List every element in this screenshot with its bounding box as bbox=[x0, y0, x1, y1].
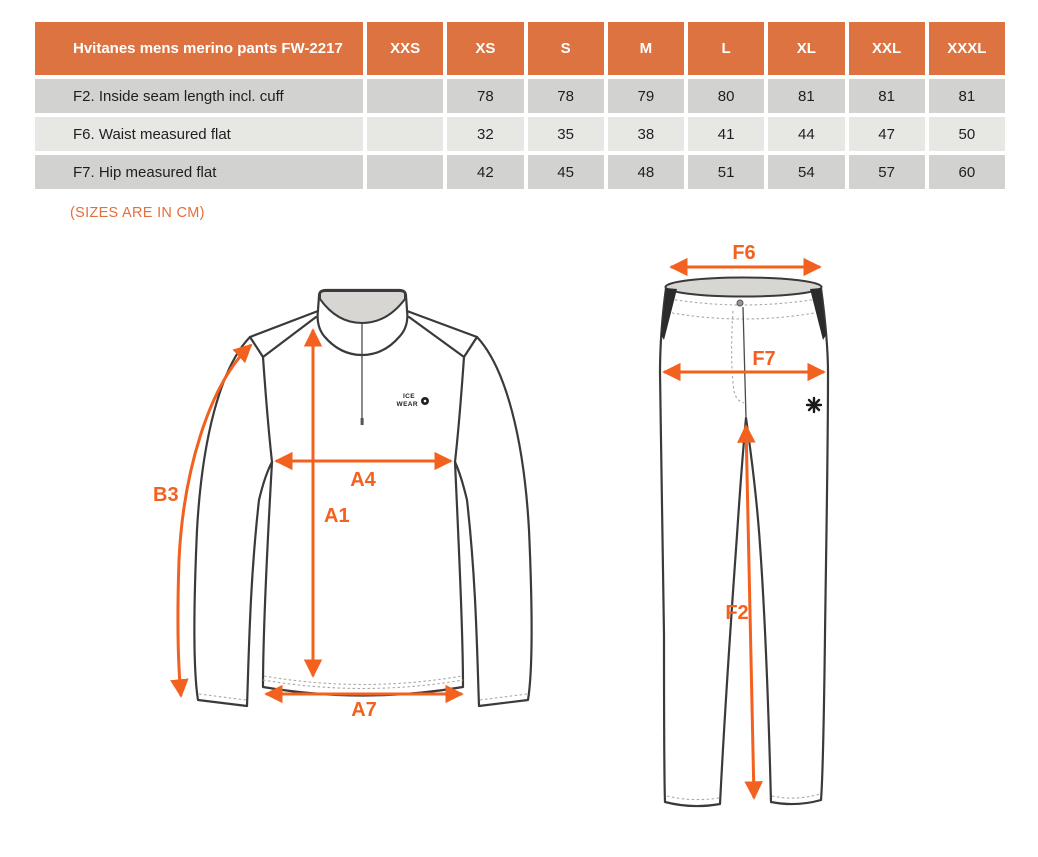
measure-arrow-b3 bbox=[170, 343, 253, 698]
shirt-hem-stitching-2 bbox=[263, 675, 463, 686]
pants-outline bbox=[658, 286, 830, 808]
pants-measurement-diagram: F6 F7 F2 bbox=[658, 245, 830, 808]
icewear-logo-gear-center bbox=[423, 399, 427, 403]
shirt-right-raglan-seam bbox=[453, 355, 466, 464]
shirt-left-sleeve-outline bbox=[193, 335, 274, 708]
pants-fly-stitching bbox=[731, 310, 745, 404]
size-value-l: 80 bbox=[688, 79, 765, 113]
measure-label-f2: F2 bbox=[725, 602, 748, 624]
size-column-header-m: M bbox=[607, 22, 684, 75]
size-column-header-xl: XL bbox=[768, 22, 845, 75]
size-value-xs: 32 bbox=[447, 117, 524, 151]
measure-label-f7: F7 bbox=[752, 348, 775, 370]
shirt-right-yoke-panel bbox=[407, 315, 479, 359]
measure-arrow-f2 bbox=[737, 424, 763, 800]
size-value-s: 35 bbox=[527, 117, 604, 151]
size-value-xl: 54 bbox=[768, 155, 845, 189]
pants-left-pocket-opening bbox=[661, 288, 677, 340]
size-table: Hvitanes mens merino pants FW-2217 XXS XS S… bbox=[35, 22, 1005, 189]
shirt-left-yoke-panel bbox=[248, 315, 318, 359]
shirt-right-shoulder-seam bbox=[405, 309, 479, 339]
measurement-row-label: F6. Waist measured flat bbox=[35, 117, 363, 151]
shirt-collar-outline bbox=[316, 288, 409, 357]
size-value-m: 38 bbox=[607, 117, 684, 151]
pants-waistband-stitching-top bbox=[669, 298, 818, 306]
shirt-right-cuff-stitching bbox=[479, 693, 528, 701]
pants-left-hem-stitching bbox=[666, 795, 720, 801]
size-column-header-xxl: XXL bbox=[848, 22, 925, 75]
shirt-left-cuff-stitching bbox=[198, 693, 247, 701]
size-column-header-xxs: XXS bbox=[367, 22, 444, 75]
pants-waist-button bbox=[736, 299, 744, 307]
measure-label-f6: F6 bbox=[732, 245, 755, 264]
size-value-xl: 81 bbox=[768, 79, 845, 113]
shirt-zipper-pull bbox=[360, 418, 364, 425]
shirt-right-sleeve-outline bbox=[453, 335, 533, 708]
shirt-left-raglan-seam bbox=[261, 355, 274, 464]
units-note: (SIZES ARE IN CM) bbox=[70, 205, 205, 221]
shirt-hem-stitching bbox=[262, 679, 464, 690]
size-value-m: 48 bbox=[607, 155, 684, 189]
icewear-snowflake-icon bbox=[805, 396, 823, 414]
size-value-m: 79 bbox=[607, 79, 684, 113]
size-value-xxxl: 81 bbox=[928, 79, 1005, 113]
size-value-xs: 42 bbox=[447, 155, 524, 189]
measurement-row-label: F7. Hip measured flat bbox=[35, 155, 363, 189]
shirt-measurement-diagram: ICE WEAR B3 A4 A1 A7 bbox=[153, 288, 533, 721]
size-value-xxxl: 50 bbox=[928, 117, 1005, 151]
size-value-xxs bbox=[367, 155, 444, 189]
shirt-body-outline bbox=[261, 460, 465, 697]
pants-center-front-seam bbox=[742, 306, 747, 419]
icewear-logo-text-line2: WEAR bbox=[397, 401, 418, 408]
table-title: Hvitanes mens merino pants FW-2217 bbox=[35, 22, 363, 75]
size-value-xl: 44 bbox=[768, 117, 845, 151]
measure-label-a7: A7 bbox=[351, 699, 377, 721]
size-value-xxl: 81 bbox=[848, 79, 925, 113]
measure-label-b3: B3 bbox=[153, 484, 179, 506]
size-value-s: 45 bbox=[527, 155, 604, 189]
measure-label-a4: A4 bbox=[350, 469, 376, 491]
icewear-logo-text-line1: ICE bbox=[403, 393, 415, 400]
pants-right-hem-stitching bbox=[771, 793, 821, 799]
size-value-xxs bbox=[367, 79, 444, 113]
size-value-xxl: 47 bbox=[848, 117, 925, 151]
size-value-l: 41 bbox=[688, 117, 765, 151]
size-column-header-xs: XS bbox=[447, 22, 524, 75]
size-column-header-l: L bbox=[688, 22, 765, 75]
shirt-left-shoulder-seam bbox=[248, 309, 320, 339]
size-value-xxl: 57 bbox=[848, 155, 925, 189]
measure-label-a1: A1 bbox=[324, 505, 350, 527]
size-value-xs: 78 bbox=[447, 79, 524, 113]
measurement-row-label: F2. Inside seam length incl. cuff bbox=[35, 79, 363, 113]
pants-right-pocket-opening bbox=[810, 288, 826, 340]
size-value-xxs bbox=[367, 117, 444, 151]
pants-waist-opening bbox=[664, 276, 823, 298]
size-column-header-xxxl: XXXL bbox=[928, 22, 1005, 75]
size-value-l: 51 bbox=[688, 155, 765, 189]
size-column-header-s: S bbox=[527, 22, 604, 75]
size-value-xxxl: 60 bbox=[928, 155, 1005, 189]
shirt-collar-inside bbox=[319, 290, 406, 325]
size-value-s: 78 bbox=[527, 79, 604, 113]
